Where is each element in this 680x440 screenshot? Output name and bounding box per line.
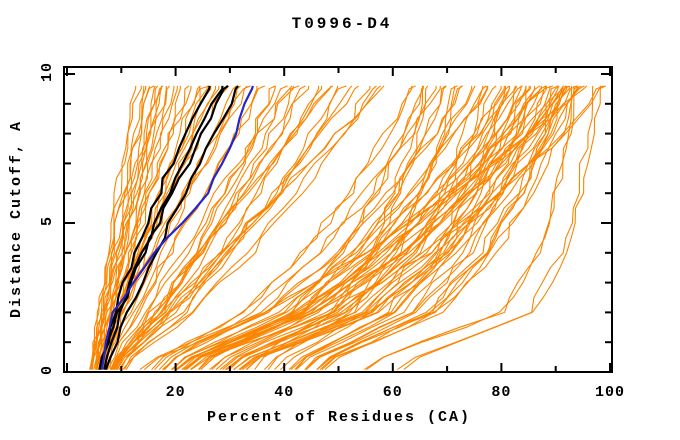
model-curve xyxy=(109,85,241,370)
x-tick-label: 0 xyxy=(62,384,72,401)
model-curve xyxy=(190,85,605,371)
y-tick-label: 5 xyxy=(39,216,56,226)
model-curve xyxy=(115,85,293,370)
model-curve xyxy=(238,85,564,371)
model-curve xyxy=(172,85,510,370)
model-curve xyxy=(113,85,276,370)
y-axis-title: Distance Cutoff, A xyxy=(8,120,25,318)
reference-curve xyxy=(99,85,229,370)
reference-curve xyxy=(103,85,224,370)
model-curve xyxy=(229,85,542,371)
model-curve xyxy=(240,85,578,371)
x-tick-label: 20 xyxy=(166,384,186,401)
model-curve xyxy=(122,85,371,370)
model-curve xyxy=(139,85,585,371)
model-curve xyxy=(190,85,607,371)
model-curve xyxy=(111,85,382,370)
reference-curve xyxy=(98,85,211,370)
model-curve xyxy=(95,85,190,370)
model-curve xyxy=(245,85,582,371)
model-curve xyxy=(304,85,548,371)
chart-title: T0996-D4 xyxy=(292,15,393,33)
x-tick-label: 100 xyxy=(595,384,625,401)
model-curve xyxy=(176,85,511,371)
highlight-curve xyxy=(100,85,254,370)
model-curve xyxy=(110,85,288,370)
model-curve xyxy=(200,85,447,371)
model-curve xyxy=(211,85,476,371)
model-curve xyxy=(396,85,594,371)
model-curve xyxy=(125,85,377,370)
model-curve xyxy=(280,85,488,371)
y-tick-label: 10 xyxy=(39,62,56,82)
model-curve xyxy=(158,85,437,370)
model-curve xyxy=(294,85,522,370)
model-curve xyxy=(89,85,137,370)
model-curve xyxy=(89,85,171,370)
model-curve xyxy=(321,85,579,371)
model-curve xyxy=(305,85,551,371)
axes-layer xyxy=(63,66,613,373)
model-curve xyxy=(242,85,570,371)
model-curve xyxy=(209,85,473,371)
curves-layer xyxy=(89,85,607,371)
model-curve xyxy=(185,85,570,371)
model-curve xyxy=(154,85,416,370)
model-curve xyxy=(106,85,266,370)
model-curve xyxy=(233,85,547,371)
reference-curve xyxy=(104,85,239,370)
model-curve xyxy=(316,85,559,371)
model-curve xyxy=(91,85,150,370)
model-curve xyxy=(95,85,192,370)
x-tick-label: 80 xyxy=(491,384,511,401)
y-tick-label: 0 xyxy=(39,365,56,375)
model-curve xyxy=(316,85,568,370)
model-curve xyxy=(101,85,248,370)
model-curve xyxy=(143,85,588,371)
model-curve xyxy=(171,85,487,371)
model-curve xyxy=(95,85,164,370)
model-curve xyxy=(366,85,575,371)
model-curve xyxy=(151,85,413,370)
x-axis-title: Percent of Residues (CA) xyxy=(207,409,471,426)
model-curve xyxy=(112,85,276,370)
model-curve xyxy=(176,85,547,371)
x-tick-label: 60 xyxy=(383,384,403,401)
model-curve xyxy=(124,85,347,370)
x-tick-label: 40 xyxy=(274,384,294,401)
model-curve xyxy=(118,85,323,370)
model-curve xyxy=(324,85,579,371)
model-curve xyxy=(111,85,334,370)
model-curve xyxy=(116,85,353,370)
tick-labels-layer: 0 20 40 60 80 100 0 5 10 xyxy=(39,62,625,401)
model-curve xyxy=(90,85,163,370)
model-curve xyxy=(93,85,163,370)
model-curve xyxy=(363,85,573,371)
model-curve xyxy=(120,85,359,370)
model-curve xyxy=(163,85,463,370)
